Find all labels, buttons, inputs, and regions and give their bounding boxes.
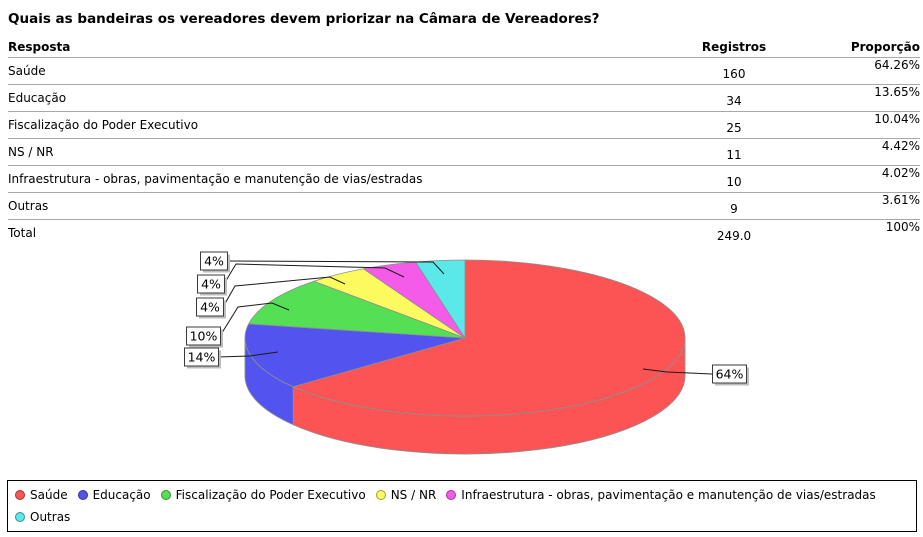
pie-label-3: 4%	[200, 300, 220, 315]
legend-label: Educação	[92, 488, 151, 502]
row-registros: 249.0	[716, 229, 752, 243]
col-header-resposta: Resposta	[8, 39, 71, 54]
row-registros: 25	[726, 121, 742, 135]
leader-line-2	[219, 302, 290, 337]
row-proporcao: 10.04%	[874, 112, 920, 126]
table-header-row: Resposta Registros Proporção	[8, 36, 920, 58]
pie-label-box-5	[200, 251, 228, 271]
row-registros: 11	[726, 148, 742, 162]
row-proporcao: 13.65%	[874, 85, 920, 99]
legend-item-2: Fiscalização do Poder Executivo	[160, 484, 366, 506]
pie-label-1: 14%	[188, 350, 216, 365]
row-resposta: Outras	[8, 199, 49, 213]
legend-dot-icon	[15, 512, 25, 522]
leader-line-3	[222, 276, 346, 308]
col-header-proporcao: Proporção	[850, 39, 920, 54]
pie-label-box-2	[186, 326, 221, 346]
legend-label: Fiscalização do Poder Executivo	[175, 488, 366, 502]
row-proporcao: 4.02%	[881, 166, 920, 180]
row-resposta: Total	[8, 226, 37, 240]
pie-label-box-1	[184, 347, 219, 367]
legend-dot-icon	[375, 490, 386, 500]
row-proporcao: 64.26%	[874, 58, 920, 72]
table-row: NS / NR 11 4.42%	[8, 139, 920, 166]
table-row: Educação 34 13.65%	[8, 85, 920, 112]
leader-line-5	[226, 260, 445, 275]
leader-line-4	[223, 263, 405, 285]
row-proporcao: 100%	[885, 220, 920, 234]
pie-label-4: 4%	[201, 277, 221, 292]
legend-label: Saúde	[30, 488, 68, 502]
legend-dot-icon	[446, 490, 457, 500]
page-title: Quais as bandeiras os vereadores devem p…	[8, 11, 600, 27]
row-registros: 9	[730, 202, 738, 216]
table-row: Saúde 160 64.26%	[8, 58, 920, 85]
legend-label: Outras	[30, 510, 71, 524]
legend-item-4: Infraestrutura - obras, pavimentação e m…	[446, 484, 876, 506]
row-proporcao: 3.61%	[881, 193, 920, 207]
row-resposta: Saúde	[8, 64, 46, 78]
legend-item-1: Educação	[77, 484, 151, 506]
row-resposta: Infraestrutura - obras, pavimentação e m…	[8, 172, 423, 186]
table-row: Outras 9 3.61%	[8, 193, 920, 220]
pie-label-2: 10%	[190, 329, 218, 344]
legend-dot-icon	[160, 490, 171, 500]
pie-chart: 64% 14% 10% 4% 4% 4%	[184, 251, 749, 455]
leader-line-0	[642, 368, 713, 375]
results-table: Resposta Registros Proporção Saúde 160 64.…	[8, 36, 920, 246]
leader-line-1	[217, 351, 279, 358]
legend-label: NS / NR	[390, 488, 437, 502]
row-resposta: NS / NR	[8, 145, 54, 159]
row-registros: 10	[726, 175, 742, 189]
pie-slice-2	[248, 280, 466, 339]
legend-item-0: Saúde	[15, 484, 68, 506]
pie-slice-1	[244, 323, 466, 388]
legend-label: Infraestrutura - obras, pavimentação e m…	[461, 488, 876, 502]
legend-item-3: NS / NR	[375, 484, 437, 506]
row-resposta: Fiscalização do Poder Executivo	[8, 118, 199, 132]
legend-item-5: Outras	[15, 506, 70, 528]
table-body: Saúde 160 64.26% Educação 34 13.65% Fiscalizaç…	[8, 58, 920, 246]
table-total-row: Total 249.0 100%	[8, 220, 920, 246]
pie-label-box-4	[197, 274, 225, 294]
row-registros: 160	[722, 67, 746, 81]
table-row: Fiscalização do Poder Executivo 25 10.04%	[8, 112, 920, 139]
chart-legend: Saúde Educação Fiscalização do Poder Execu…	[7, 480, 917, 532]
legend-dot-icon	[15, 490, 25, 500]
row-registros: 34	[726, 94, 742, 108]
pie-label-box-0	[712, 364, 747, 384]
table-row: Infraestrutura - obras, pavimentação e m…	[8, 166, 920, 193]
legend-dot-icon	[77, 490, 88, 500]
pie-label-0: 64%	[716, 367, 744, 382]
col-header-registros: Registros	[701, 39, 767, 54]
row-resposta: Educação	[8, 91, 67, 105]
pie-label-box-3	[196, 297, 224, 317]
pie-label-5: 4%	[204, 254, 224, 269]
row-proporcao: 4.42%	[881, 139, 920, 153]
